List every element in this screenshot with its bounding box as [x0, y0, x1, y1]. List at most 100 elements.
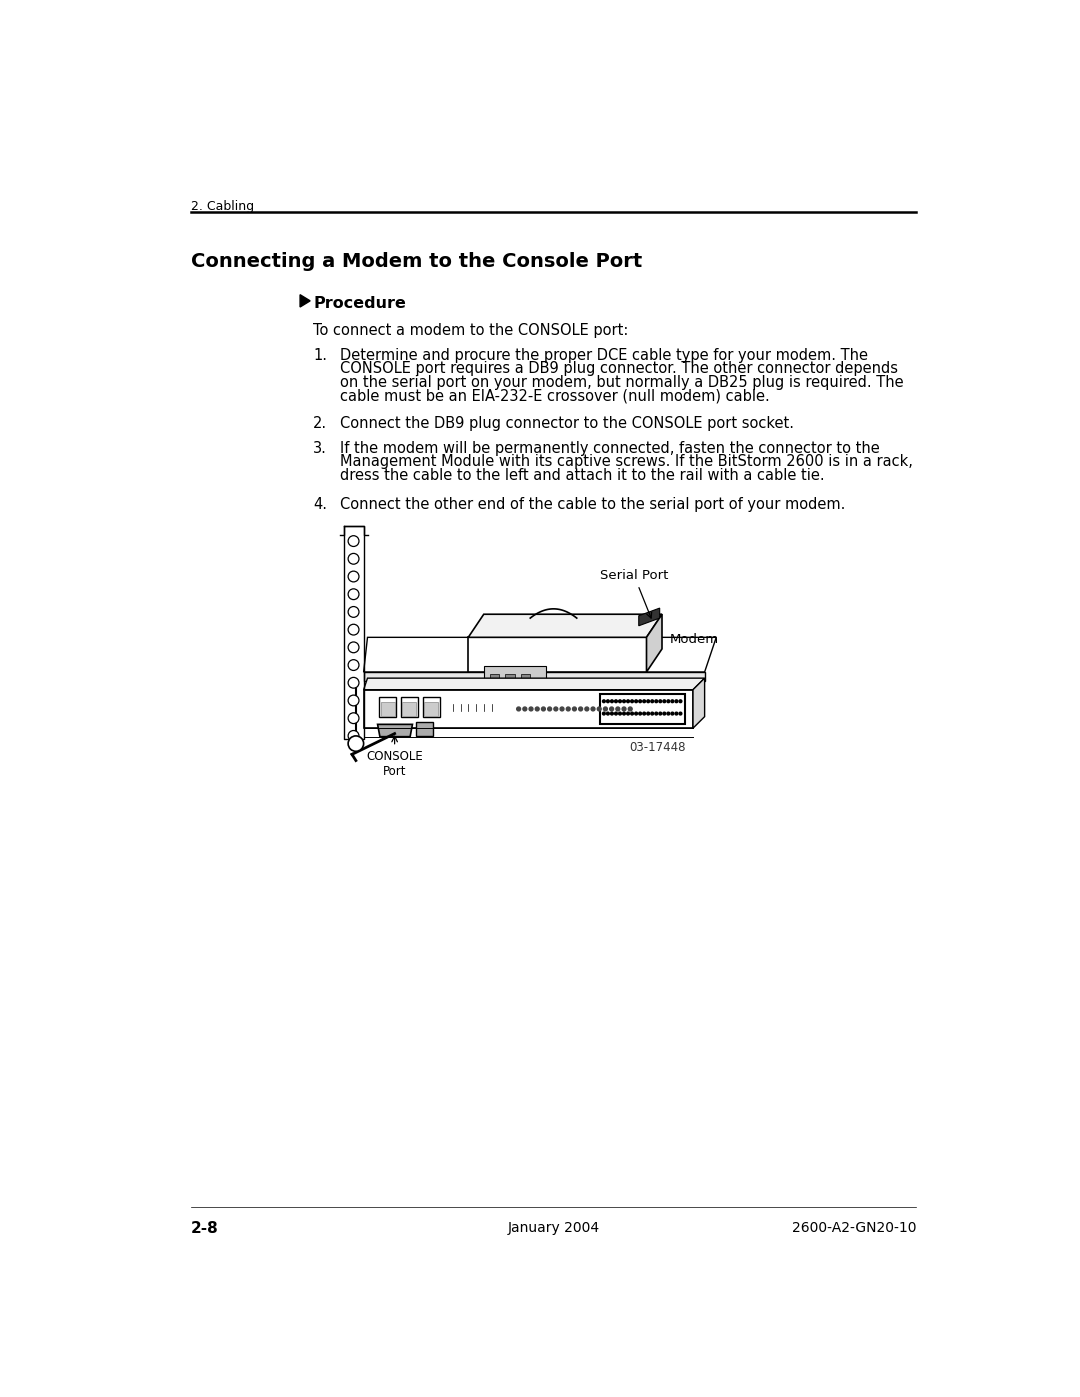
Polygon shape	[364, 672, 704, 682]
Circle shape	[566, 707, 570, 711]
Circle shape	[579, 707, 582, 711]
Circle shape	[610, 712, 613, 715]
Circle shape	[561, 707, 564, 711]
Circle shape	[638, 700, 642, 703]
FancyBboxPatch shape	[521, 673, 530, 678]
FancyBboxPatch shape	[416, 722, 433, 736]
Circle shape	[597, 707, 602, 711]
Text: If the modem will be permanently connected, fasten the connector to the: If the modem will be permanently connect…	[340, 441, 880, 455]
Text: 3.: 3.	[313, 441, 327, 455]
Circle shape	[635, 700, 637, 703]
Circle shape	[348, 696, 359, 705]
Text: 03-17448: 03-17448	[630, 740, 686, 753]
Circle shape	[629, 707, 632, 711]
Circle shape	[623, 712, 625, 715]
Circle shape	[631, 700, 634, 703]
Circle shape	[626, 700, 630, 703]
Circle shape	[667, 712, 670, 715]
FancyBboxPatch shape	[401, 697, 418, 718]
Circle shape	[348, 736, 364, 752]
Polygon shape	[638, 608, 660, 626]
Circle shape	[554, 707, 557, 711]
Circle shape	[607, 700, 609, 703]
Circle shape	[643, 712, 646, 715]
Circle shape	[607, 712, 609, 715]
Circle shape	[610, 707, 613, 711]
Text: Connect the other end of the cable to the serial port of your modem.: Connect the other end of the cable to th…	[340, 497, 846, 513]
Polygon shape	[693, 678, 704, 728]
Text: CONSOLE port requires a DB9 plug connector. The other connector depends: CONSOLE port requires a DB9 plug connect…	[340, 362, 899, 376]
Circle shape	[679, 700, 681, 703]
Circle shape	[348, 606, 359, 617]
Circle shape	[623, 700, 625, 703]
Circle shape	[631, 712, 634, 715]
Circle shape	[604, 707, 607, 711]
Circle shape	[548, 707, 552, 711]
Text: 4.: 4.	[313, 497, 327, 513]
FancyBboxPatch shape	[380, 703, 394, 715]
Circle shape	[651, 700, 653, 703]
Text: dress the cable to the left and attach it to the rail with a cable tie.: dress the cable to the left and attach i…	[340, 468, 825, 483]
Circle shape	[536, 707, 539, 711]
Text: 2-8: 2-8	[191, 1221, 218, 1236]
Circle shape	[626, 712, 630, 715]
Circle shape	[616, 707, 620, 711]
FancyBboxPatch shape	[422, 697, 440, 718]
Circle shape	[663, 712, 665, 715]
Text: on the serial port on your modem, but normally a DB25 plug is required. The: on the serial port on your modem, but no…	[340, 374, 904, 390]
Polygon shape	[364, 678, 704, 690]
Circle shape	[622, 707, 626, 711]
Text: 2.: 2.	[313, 415, 327, 430]
Circle shape	[348, 535, 359, 546]
Text: 2600-A2-GN20-10: 2600-A2-GN20-10	[792, 1221, 916, 1235]
FancyBboxPatch shape	[403, 703, 416, 715]
Text: Determine and procure the proper DCE cable type for your modem. The: Determine and procure the proper DCE cab…	[340, 348, 868, 363]
Circle shape	[679, 712, 681, 715]
Circle shape	[572, 707, 577, 711]
Circle shape	[651, 712, 653, 715]
Circle shape	[643, 700, 646, 703]
Circle shape	[647, 712, 649, 715]
Circle shape	[635, 712, 637, 715]
Circle shape	[541, 707, 545, 711]
Text: Connect the DB9 plug connector to the CONSOLE port socket.: Connect the DB9 plug connector to the CO…	[340, 415, 795, 430]
Circle shape	[619, 700, 621, 703]
Circle shape	[585, 707, 589, 711]
Circle shape	[675, 700, 678, 703]
Circle shape	[348, 643, 359, 652]
Circle shape	[615, 700, 618, 703]
Circle shape	[671, 700, 674, 703]
Text: Management Module with its captive screws. If the BitStorm 2600 is in a rack,: Management Module with its captive screw…	[340, 454, 914, 469]
Text: 1.: 1.	[313, 348, 327, 363]
Circle shape	[615, 712, 618, 715]
Circle shape	[659, 700, 662, 703]
FancyBboxPatch shape	[424, 703, 438, 715]
Text: cable must be an EIA-232-E crossover (null modem) cable.: cable must be an EIA-232-E crossover (nu…	[340, 388, 770, 404]
Circle shape	[529, 707, 532, 711]
Circle shape	[603, 700, 605, 703]
Text: Modem: Modem	[670, 633, 719, 647]
Text: January 2004: January 2004	[508, 1221, 599, 1235]
Text: To connect a modem to the CONSOLE port:: To connect a modem to the CONSOLE port:	[313, 323, 629, 338]
FancyBboxPatch shape	[379, 697, 396, 718]
Polygon shape	[364, 690, 693, 728]
Polygon shape	[469, 615, 662, 637]
Circle shape	[654, 700, 658, 703]
Circle shape	[348, 659, 359, 671]
Circle shape	[619, 712, 621, 715]
Text: Connecting a Modem to the Console Port: Connecting a Modem to the Console Port	[191, 253, 642, 271]
Circle shape	[348, 553, 359, 564]
FancyBboxPatch shape	[505, 673, 515, 678]
Text: CONSOLE
Port: CONSOLE Port	[366, 750, 423, 778]
Polygon shape	[364, 637, 716, 672]
Text: 2. Cabling: 2. Cabling	[191, 200, 254, 212]
Circle shape	[348, 624, 359, 636]
FancyBboxPatch shape	[484, 666, 545, 683]
Circle shape	[516, 707, 521, 711]
Circle shape	[348, 678, 359, 689]
Polygon shape	[647, 615, 662, 672]
Circle shape	[675, 712, 678, 715]
Circle shape	[348, 731, 359, 742]
Circle shape	[659, 712, 662, 715]
Circle shape	[610, 700, 613, 703]
